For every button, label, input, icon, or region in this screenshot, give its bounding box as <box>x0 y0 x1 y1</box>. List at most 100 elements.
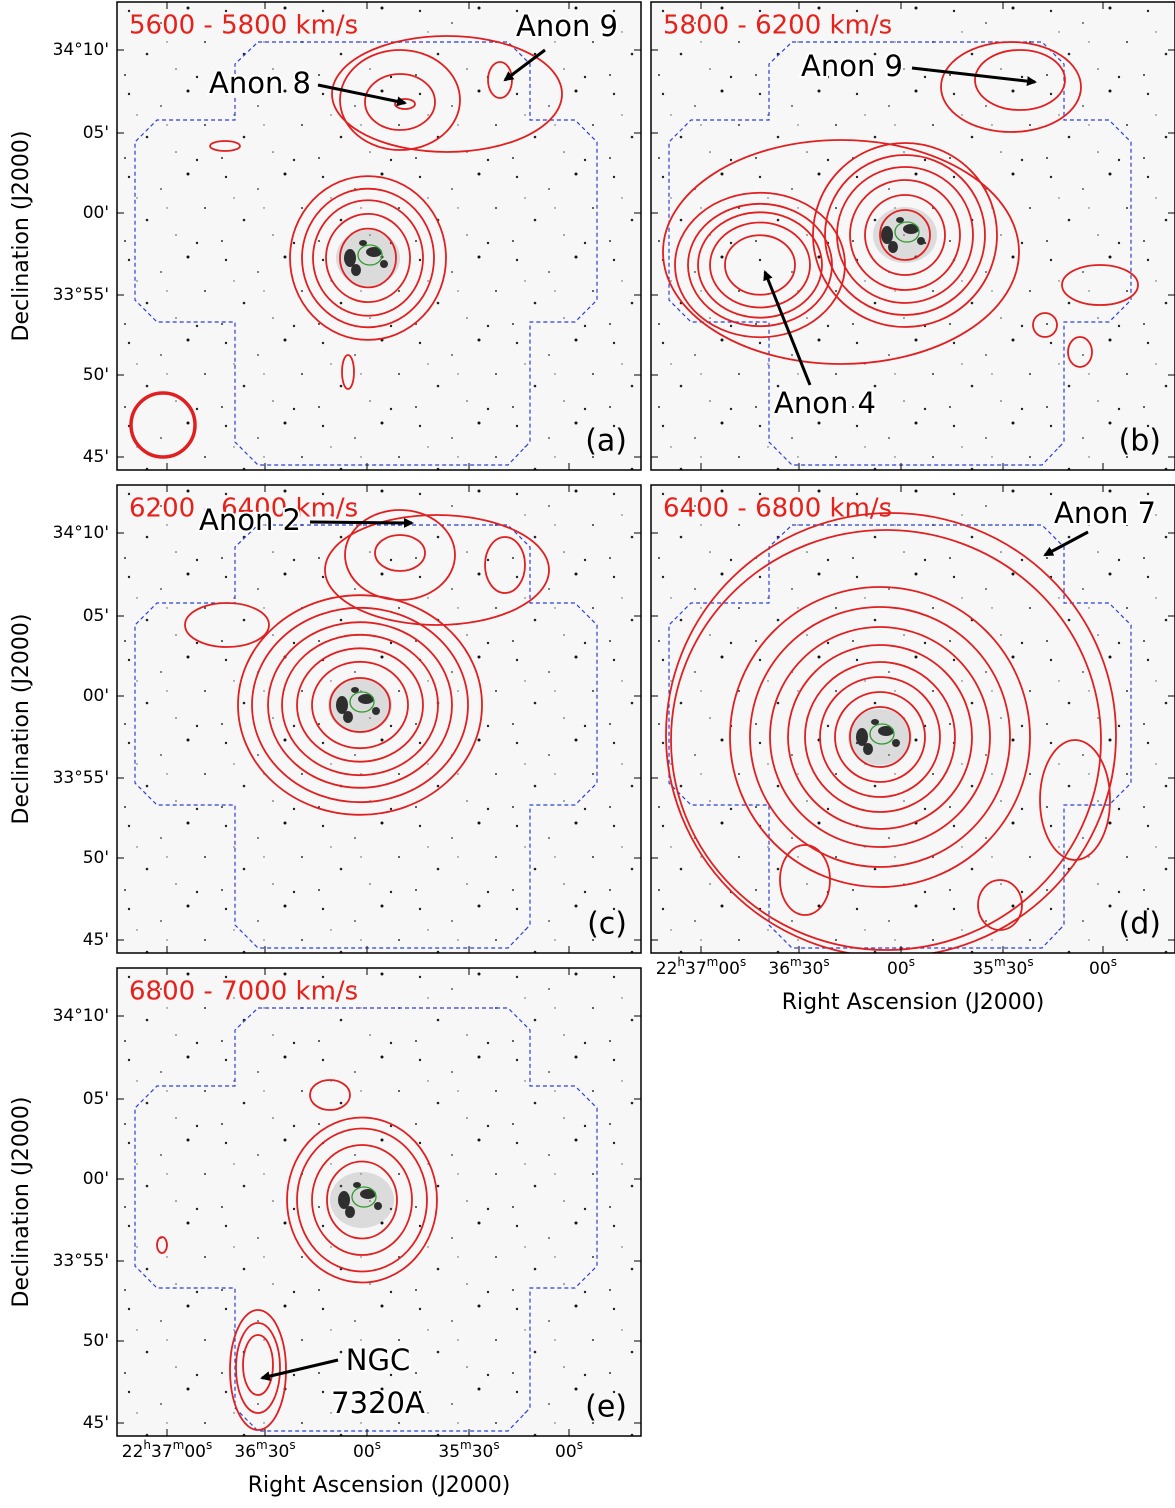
x-tick-part: 30 <box>268 1442 290 1462</box>
hi-contour <box>281 633 439 777</box>
x-tick-part: m <box>460 1438 472 1452</box>
hi-contour <box>824 154 986 316</box>
annotation: 7320A <box>331 1386 425 1420</box>
hi-contour <box>804 661 956 813</box>
velocity-range: 6800 - 7000 km/s <box>129 977 358 1007</box>
galaxy-core <box>863 743 873 755</box>
galaxy-core <box>353 1182 361 1188</box>
galaxy-core <box>380 260 388 268</box>
x-tick-part: s <box>1111 955 1117 969</box>
galaxy-halo <box>873 207 937 263</box>
panel-image <box>117 2 641 470</box>
hi-contour <box>242 1334 274 1396</box>
panel-frame <box>650 484 1175 954</box>
x-tick-part: 30 <box>472 1442 494 1462</box>
y-tick-label: 05' <box>83 1089 109 1109</box>
velocity-range: 5800 - 6200 km/s <box>663 11 892 41</box>
galaxy-core <box>896 217 904 223</box>
y-tick-label: 50' <box>83 1331 109 1351</box>
hi-contour <box>289 175 447 341</box>
x-tick-part: 22 <box>656 959 678 979</box>
annotation-arrow <box>309 517 414 528</box>
y-tick-label: 34°10' <box>53 40 109 60</box>
hi-contour <box>1032 312 1058 338</box>
x-tick-part: s <box>823 955 829 969</box>
y-tick-label: 33°55' <box>53 285 109 305</box>
galaxy-core <box>358 694 374 704</box>
x-tick-part: m <box>707 955 719 969</box>
hi-contour <box>326 1160 398 1240</box>
y-tick-label: 33°55' <box>53 768 109 788</box>
galaxy-core <box>360 1189 376 1199</box>
x-tick-label: 00s <box>353 1438 381 1463</box>
beam <box>129 391 197 459</box>
hi-contour <box>311 1144 413 1256</box>
hi-contour <box>977 879 1023 931</box>
panel-image <box>651 2 1175 470</box>
hi-contour <box>339 227 397 289</box>
galaxy-core <box>359 240 367 246</box>
panel-label: (d) <box>1119 907 1161 942</box>
x-tick-label: 00s <box>887 955 915 980</box>
x-tick-part: 00 <box>887 959 909 979</box>
annotation-arrow <box>317 83 407 107</box>
hi-contour <box>1039 739 1111 861</box>
galaxy-core <box>338 1191 350 1209</box>
hi-contour <box>286 1116 438 1284</box>
y-tick-label: 33°55' <box>53 1251 109 1271</box>
y-tick-label: 45' <box>83 1413 109 1433</box>
x-tick-part: m <box>790 955 802 969</box>
x-tick-label: 22h37m00s <box>122 1438 213 1463</box>
panel-label: (e) <box>585 1390 627 1425</box>
galaxy-core <box>888 241 898 253</box>
hi-contour <box>729 586 1031 888</box>
hi-contour <box>879 209 931 261</box>
galaxy-core <box>366 247 382 257</box>
panel: 6800 - 7000 km/s (e) NGC 7320A 34°10' 05' 00' 3… <box>9 967 642 1498</box>
x-tick-part: s <box>375 1438 381 1452</box>
x-tick-label: 35m30s <box>972 955 1033 980</box>
annotation-arrow <box>260 1358 339 1382</box>
x-tick-label: 22h37m00s <box>656 955 747 980</box>
hi-contour <box>940 41 1082 133</box>
y-tick-label: 45' <box>83 447 109 467</box>
panel-label: (a) <box>585 424 627 459</box>
annotation: Anon 9 <box>801 49 903 83</box>
annotation-arrow <box>503 48 546 82</box>
galaxy-core <box>344 249 356 267</box>
x-tick-part: m <box>256 1438 268 1452</box>
panel-image <box>117 485 641 953</box>
x-tick-part: h <box>143 1438 151 1452</box>
hi-contour <box>324 514 550 626</box>
x-tick-label: 00s <box>1089 955 1117 980</box>
hi-contour <box>769 626 991 848</box>
galaxy-halo <box>330 1172 394 1228</box>
galaxy-core <box>871 719 879 725</box>
hi-contour <box>1067 336 1093 368</box>
galaxy-core <box>351 687 359 693</box>
hi-contour <box>296 1127 428 1273</box>
x-tick-label: 36m30s <box>768 955 829 980</box>
y-tick-label: 50' <box>83 365 109 385</box>
hi-contour <box>209 140 241 152</box>
hi-contour <box>344 509 456 601</box>
y-tick-label: 05' <box>83 606 109 626</box>
annotation: Anon 7 <box>1054 496 1156 530</box>
survey-footprint <box>134 1007 598 1432</box>
galaxy-halo <box>336 230 400 286</box>
hi-contour <box>325 212 411 303</box>
y-axis-label: Declination (J2000) <box>9 131 34 342</box>
x-tick-part: s <box>1027 955 1033 969</box>
x-tick-part: 35 <box>972 959 994 979</box>
galaxy-core <box>372 707 380 715</box>
x-tick-part: s <box>577 1438 583 1452</box>
optical-contour <box>349 691 375 713</box>
annotation-arrow <box>911 66 1037 87</box>
panel: 5800 - 6200 km/s (b) Anon 9 Anon 4 <box>650 1 1175 471</box>
optical-contour <box>351 1186 377 1208</box>
x-tick-label: 00s <box>555 1438 583 1463</box>
annotation-arrow <box>1043 530 1089 557</box>
galaxy-core <box>343 711 353 723</box>
